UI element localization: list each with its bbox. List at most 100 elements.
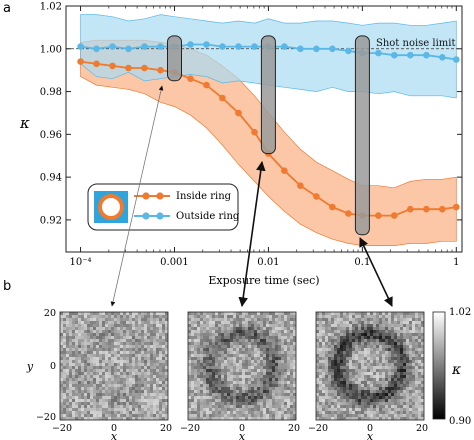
image-x-tick-label: 0 [367,423,373,434]
image-x-axis-label: x [239,430,246,440]
image-y-tick-label: −20 [36,412,56,423]
image-x-tick-label: 0 [239,423,245,434]
data-point-outside-ring [329,45,336,53]
data-point-outside-ring [423,51,430,59]
image-frame [315,311,425,421]
arrow-to-image-2 [238,161,266,307]
ring-icon [98,194,124,220]
data-point-outside-ring [141,43,148,50]
data-point-outside-ring [375,49,382,57]
data-point-outside-ring [77,43,84,50]
image-y-tick-label: 0 [50,361,56,372]
data-point-inside-ring [125,64,132,72]
x-axis-label: Exposure time (sec) [208,274,319,287]
image-x-tick-label: −20 [180,423,200,434]
legend-inside-marker [142,192,150,200]
data-point-outside-ring [157,43,164,50]
data-point-outside-ring [203,41,210,48]
data-point-inside-ring [345,210,352,217]
arrow-to-image-3 [359,237,393,307]
highlight-bar [167,35,182,82]
panel-label-b: b [3,279,11,294]
legend-outside-marker [156,212,164,220]
data-point-outside-ring [219,43,226,50]
noise-image-1 [60,312,169,421]
data-point-outside-ring [281,43,288,50]
data-point-inside-ring [141,64,148,72]
data-point-inside-ring [453,203,460,211]
data-point-inside-ring [423,205,430,213]
legend-inside-marker [156,192,164,200]
image-x-axis-label: x [111,430,118,440]
data-point-outside-ring [313,45,320,53]
image-x-tick-label: 20 [288,423,300,434]
y-axis-label: κ [19,114,30,132]
data-point-inside-ring [281,167,288,174]
image-x-tick-label: 0 [111,423,117,434]
data-point-outside-ring [407,51,414,59]
x-tick-label: 0.1 [354,257,370,268]
image-panels: −20 0 20 x −20 0 20 x −20 0 20 x 20 0 −20 y [26,308,428,440]
panel-label-a: a [3,1,11,16]
image-y-axis-label: y [26,360,34,373]
legend-outside-marker [142,212,150,220]
image-x-tick-label: 20 [416,423,428,434]
colorbar-min-label: 0.90 [449,416,471,427]
legend: Inside ring Outside ring [87,183,240,231]
data-point-inside-ring [203,81,210,89]
data-point-outside-ring [235,43,242,50]
data-point-inside-ring [407,205,414,213]
y-tick-label: 0.96 [40,130,62,141]
image-x-tick-label: 20 [160,423,172,434]
y-tick-label: 0.94 [40,173,62,184]
image-x-tick-label: −20 [52,423,72,434]
legend-outside-label: Outside ring [176,211,240,222]
data-point-outside-ring [297,45,304,53]
colorbar-gradient [432,311,446,420]
y-tick-label: 1.02 [40,2,62,13]
y-tick-label: 1.00 [40,44,62,55]
colorbar: 1.02 0.90 κ [432,307,471,427]
highlight-bar [354,35,370,236]
data-point-inside-ring [77,58,84,65]
data-point-inside-ring [391,212,398,219]
y-tick-label: 0.98 [40,87,62,98]
data-point-outside-ring [93,45,100,53]
x-tick-label: 0.001 [160,257,189,268]
arrow-to-image-1 [110,85,164,307]
image-frame [59,311,169,421]
colorbar-max-label: 1.02 [449,307,471,318]
data-point-inside-ring [235,109,242,117]
data-point-inside-ring [439,205,446,213]
noise-image-2 [188,312,297,421]
highlight-bar [260,35,276,155]
data-point-outside-ring [345,47,352,55]
data-point-inside-ring [251,128,258,136]
image-x-tick-label: −20 [308,423,328,434]
data-point-inside-ring [219,94,226,102]
connector-arrows [110,85,393,307]
colorbar-label: κ [451,362,461,378]
data-point-inside-ring [329,203,336,211]
noise-image-3 [316,312,425,421]
legend-inside-label: Inside ring [176,191,232,202]
data-point-inside-ring [187,75,194,82]
data-point-inside-ring [93,60,100,68]
data-point-outside-ring [109,43,116,50]
data-point-outside-ring [391,51,398,59]
line-chart: 10⁻⁴ 0.001 0.01 0.1 1 0.92 0.94 0.96 0.98 1.00 1.0… [19,2,463,287]
data-point-outside-ring [251,43,258,50]
data-point-inside-ring [297,182,304,189]
data-point-outside-ring [125,45,132,53]
x-tick-label: 0.01 [257,257,279,268]
y-tick-label: 0.92 [40,215,62,226]
image-y-tick-label: 20 [44,308,56,319]
image-x-axis-label: x [367,430,374,440]
data-point-outside-ring [453,56,460,63]
shot-noise-label: Shot noise limit [376,38,456,49]
data-point-inside-ring [375,212,382,219]
data-point-inside-ring [157,66,164,74]
data-point-inside-ring [313,193,320,200]
data-point-outside-ring [187,41,194,48]
image-frame [187,311,297,421]
